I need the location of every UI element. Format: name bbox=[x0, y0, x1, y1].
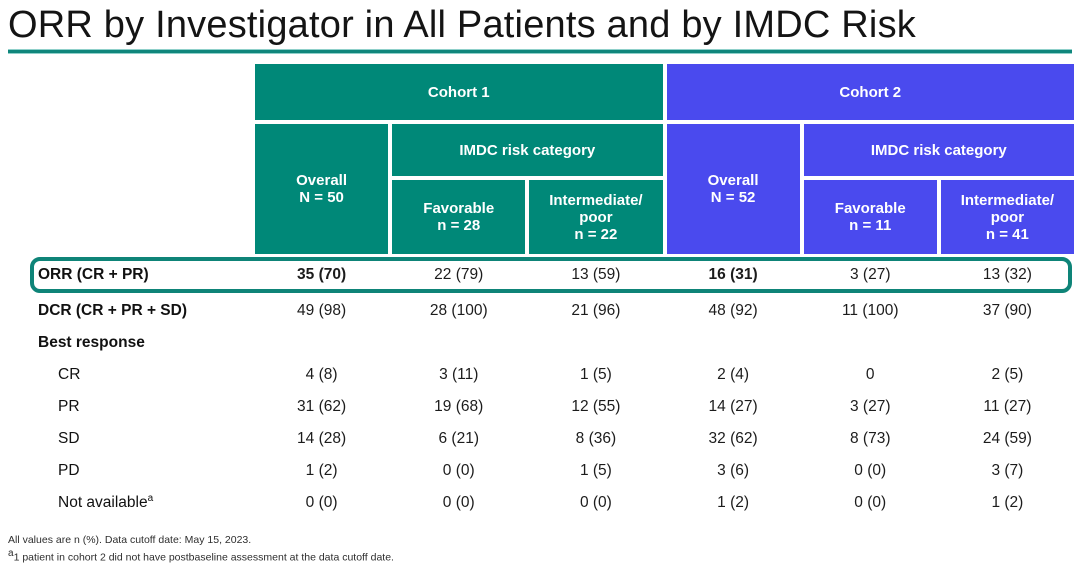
header-cohort2-overall: Overall N = 52 bbox=[666, 124, 800, 254]
table-cell: 32 (62) bbox=[708, 430, 758, 447]
header-cohort2: Cohort 2 bbox=[666, 64, 1074, 120]
header-cohort1-favorable: Favorable n = 28 bbox=[392, 180, 526, 254]
table-cell: 8 (36) bbox=[575, 430, 617, 447]
table-cell: 14 (27) bbox=[708, 398, 758, 415]
table-cell: 0 (0) bbox=[854, 462, 887, 479]
header-cohort1-intermediate: Intermediate/ poor n = 22 bbox=[529, 180, 663, 254]
table-cell: 0 (0) bbox=[442, 494, 475, 511]
table-cell: 1 (2) bbox=[305, 462, 338, 479]
table-cell: 0 (0) bbox=[442, 462, 475, 479]
header-cohort1-overall: Overall N = 50 bbox=[255, 124, 389, 254]
table-cell: 37 (90) bbox=[982, 302, 1032, 319]
table-cell: 14 (28) bbox=[297, 430, 347, 447]
table-cell: 2 (5) bbox=[991, 366, 1024, 383]
table-cell: 1 (5) bbox=[579, 366, 612, 383]
table-cell: 19 (68) bbox=[434, 398, 484, 415]
table-row-not-available: Not availablea 0 (0) 0 (0) 0 (0) 1 (2) 0… bbox=[0, 487, 1074, 519]
table-cell: 22 (79) bbox=[434, 266, 484, 283]
table-row-pr: PR 31 (62) 19 (68) 12 (55) 14 (27) 3 (27… bbox=[0, 391, 1074, 423]
header-cohort2-imdc: IMDC risk category bbox=[803, 124, 1074, 176]
table-cell: 1 (2) bbox=[991, 494, 1024, 511]
footnote-line-2: a1 patient in cohort 2 did not have post… bbox=[8, 547, 1080, 565]
table-cell: 28 (100) bbox=[429, 302, 488, 319]
table-row-pd: PD 1 (2) 0 (0) 1 (5) 3 (6) 0 (0) 3 (7) bbox=[0, 455, 1074, 487]
table-body: ORR (CR + PR) 35 (70) 22 (79) 13 (59) 16… bbox=[0, 257, 1080, 519]
header-cohort1: Cohort 1 bbox=[255, 64, 663, 120]
title-underline bbox=[8, 49, 1072, 54]
table-row-dcr: DCR (CR + PR + SD) 49 (98) 28 (100) 21 (… bbox=[0, 295, 1074, 327]
header-cohort1-imdc: IMDC risk category bbox=[392, 124, 663, 176]
footnote-line-1: All values are n (%). Data cutoff date: … bbox=[8, 534, 252, 546]
footnote-line-2-text: 1 patient in cohort 2 did not have postb… bbox=[13, 551, 394, 564]
table-cell: 35 (70) bbox=[297, 266, 347, 283]
table-cell: 0 (0) bbox=[579, 494, 612, 511]
header-cohort2-favorable: Favorable n = 11 bbox=[803, 180, 937, 254]
row-label: Best response bbox=[38, 334, 145, 351]
header-cohort2-intermediate: Intermediate/ poor n = 41 bbox=[940, 180, 1074, 254]
row-label: PR bbox=[58, 398, 80, 415]
table-cell: 3 (27) bbox=[849, 398, 891, 415]
table-cell: 31 (62) bbox=[297, 398, 347, 415]
table-cell: 0 (0) bbox=[305, 494, 338, 511]
table-cell: 4 (8) bbox=[305, 366, 338, 383]
table-cell: 13 (32) bbox=[982, 266, 1032, 283]
table-cell: 48 (92) bbox=[708, 302, 758, 319]
table-row-cr: CR 4 (8) 3 (11) 1 (5) 2 (4) 0 2 (5) bbox=[0, 359, 1074, 391]
table-cell: 1 (2) bbox=[717, 494, 750, 511]
table-cell: 1 (5) bbox=[579, 462, 612, 479]
table-cell: 0 (0) bbox=[854, 494, 887, 511]
row-label-text: Not available bbox=[58, 494, 148, 512]
footnote-marker: a bbox=[8, 548, 14, 559]
table-row-orr: ORR (CR + PR) 35 (70) 22 (79) 13 (59) 16… bbox=[0, 257, 1074, 293]
table-cell: 11 (100) bbox=[841, 302, 899, 319]
table-cell: 6 (21) bbox=[438, 430, 479, 447]
table-cell: 11 (27) bbox=[983, 398, 1032, 415]
table-row-best-response: Best response bbox=[0, 327, 1074, 359]
footnote-marker: a bbox=[147, 493, 154, 505]
page-title: ORR by Investigator in All Patients and … bbox=[8, 4, 916, 46]
table-cell: 21 (96) bbox=[571, 302, 621, 319]
table-cell: 3 (6) bbox=[717, 462, 750, 479]
table-cell: 13 (59) bbox=[571, 266, 621, 283]
table-header: Cohort 1 Cohort 2 Overall N = 50 IMDC ri… bbox=[255, 64, 1074, 254]
table-cell: 49 (98) bbox=[297, 302, 347, 319]
table-cell: 24 (59) bbox=[982, 430, 1032, 447]
table-row-sd: SD 14 (28) 6 (21) 8 (36) 32 (62) 8 (73) … bbox=[0, 423, 1074, 455]
table-cell: 2 (4) bbox=[717, 366, 750, 383]
table-cell: 3 (7) bbox=[991, 462, 1024, 479]
table-cell: 3 (11) bbox=[439, 366, 479, 383]
row-label: DCR (CR + PR + SD) bbox=[38, 302, 187, 319]
table-cell: 0 bbox=[865, 366, 875, 383]
row-label: CR bbox=[58, 366, 81, 383]
row-label: SD bbox=[58, 430, 80, 447]
row-label: Not availablea bbox=[0, 493, 251, 512]
table-cell: 12 (55) bbox=[571, 398, 621, 415]
footnotes: All values are n (%). Data cutoff date: … bbox=[8, 533, 1080, 565]
table-cell: 3 (27) bbox=[849, 266, 891, 283]
table-cell: 16 (31) bbox=[708, 266, 758, 283]
table-cell: 8 (73) bbox=[849, 430, 891, 447]
row-label: PD bbox=[58, 462, 80, 479]
row-label: ORR (CR + PR) bbox=[38, 266, 149, 283]
